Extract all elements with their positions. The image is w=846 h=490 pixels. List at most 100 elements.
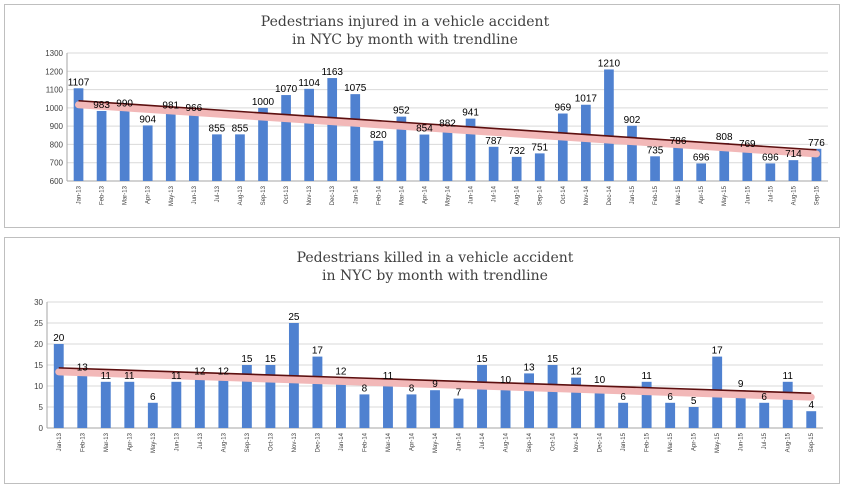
x-tick-label: Nov-13 (307, 185, 313, 205)
x-tick-label: Sep-14 (527, 432, 533, 452)
data-label: 11 (101, 371, 112, 382)
data-label: 15 (265, 354, 277, 365)
data-label: 1107 (68, 77, 90, 88)
x-tick-label: Jan-15 (630, 185, 636, 204)
bar (119, 109, 130, 181)
bar (557, 113, 568, 181)
bar (350, 94, 361, 181)
x-tick-label: May-13 (151, 432, 157, 453)
x-tick-label: Aug-14 (515, 185, 521, 205)
bar (618, 402, 629, 428)
x-tick-label: Jul-13 (215, 185, 221, 202)
y-tick-label: 5 (39, 403, 44, 412)
bar (453, 398, 464, 428)
x-tick-label: Aug-15 (791, 185, 797, 205)
x-tick-label: Jun-15 (739, 432, 745, 451)
data-label: 6 (761, 392, 767, 403)
x-tick-label: Oct-14 (561, 185, 567, 204)
x-tick-label: Feb-15 (645, 432, 651, 452)
x-tick-label: Feb-13 (100, 185, 106, 205)
data-label: 11 (641, 371, 652, 382)
bar (194, 377, 205, 428)
x-tick-label: May-13 (169, 185, 175, 206)
x-tick-label: Feb-14 (362, 432, 368, 452)
y-tick-label: 30 (34, 298, 43, 307)
y-tick-label: 25 (34, 319, 43, 328)
bar (383, 381, 393, 428)
x-tick-label: Apr-15 (699, 185, 705, 204)
bar (312, 356, 323, 428)
bar (430, 390, 440, 428)
data-label: 1070 (275, 84, 298, 95)
data-label: 1163 (321, 67, 343, 78)
bar (212, 134, 222, 181)
data-label: 10 (594, 375, 606, 386)
x-tick-label: Nov-13 (292, 432, 298, 452)
data-label: 714 (785, 149, 802, 160)
x-tick-label: Jun-14 (469, 185, 475, 204)
data-label: 1075 (344, 83, 367, 94)
bar (547, 365, 558, 428)
bar (165, 111, 176, 181)
data-label: 786 (670, 136, 687, 147)
bar (327, 78, 338, 181)
bar (147, 402, 158, 428)
bar (100, 381, 111, 428)
data-label: 969 (554, 103, 571, 114)
data-label: 6 (150, 392, 156, 403)
data-label: 990 (116, 99, 133, 110)
x-tick-label: Oct-13 (284, 185, 290, 204)
x-tick-label: Mar-15 (668, 432, 674, 452)
data-label: 769 (739, 139, 756, 150)
bar (465, 118, 476, 181)
y-tick-label: 0 (39, 424, 44, 433)
data-label: 11 (171, 371, 182, 382)
data-label: 10 (500, 375, 512, 386)
bar (500, 386, 511, 428)
bar (258, 107, 268, 181)
bar (735, 390, 746, 428)
bar (359, 394, 370, 428)
bar (188, 114, 199, 181)
data-label: 1017 (575, 94, 598, 105)
bar (281, 95, 291, 181)
bar (419, 134, 430, 181)
x-tick-label: Feb-14 (376, 185, 382, 205)
bar (811, 148, 822, 181)
y-tick-label: 20 (34, 340, 43, 349)
data-label: 882 (439, 118, 456, 129)
bar (241, 365, 252, 428)
bar (742, 150, 753, 181)
bar (142, 125, 153, 181)
x-tick-label: May-15 (722, 185, 728, 206)
data-label: 11 (783, 371, 794, 382)
x-tick-label: Mar-14 (386, 432, 392, 452)
x-tick-label: Dec-14 (607, 185, 613, 205)
bar (373, 140, 384, 181)
chart-title-line: in NYC by month with trendline (292, 32, 518, 48)
bar (627, 125, 637, 181)
bar (477, 365, 487, 428)
bar (719, 142, 730, 181)
x-tick-label: Sep-13 (245, 432, 251, 452)
data-label: 854 (416, 124, 433, 135)
x-tick-label: Nov-14 (574, 432, 580, 452)
y-tick-label: 600 (50, 177, 64, 186)
data-label: 776 (808, 138, 825, 149)
x-tick-label: Aug-14 (504, 432, 510, 452)
x-tick-label: Jan-13 (77, 185, 83, 204)
bar (406, 394, 417, 428)
bar (806, 411, 817, 428)
x-tick-label: Aug-13 (238, 185, 244, 205)
bar (218, 377, 229, 428)
data-label: 5 (691, 396, 697, 407)
data-label: 820 (370, 130, 387, 141)
x-tick-label: Jan-15 (621, 432, 627, 451)
data-label: 12 (335, 367, 347, 378)
x-tick-label: May-14 (433, 432, 439, 453)
injured-chart-panel: Pedestrians injured in a vehicle acciden… (4, 4, 840, 228)
bar (571, 377, 582, 428)
bar (524, 373, 534, 428)
data-label: 9 (432, 379, 438, 390)
x-tick-label: Apr-13 (127, 432, 133, 451)
